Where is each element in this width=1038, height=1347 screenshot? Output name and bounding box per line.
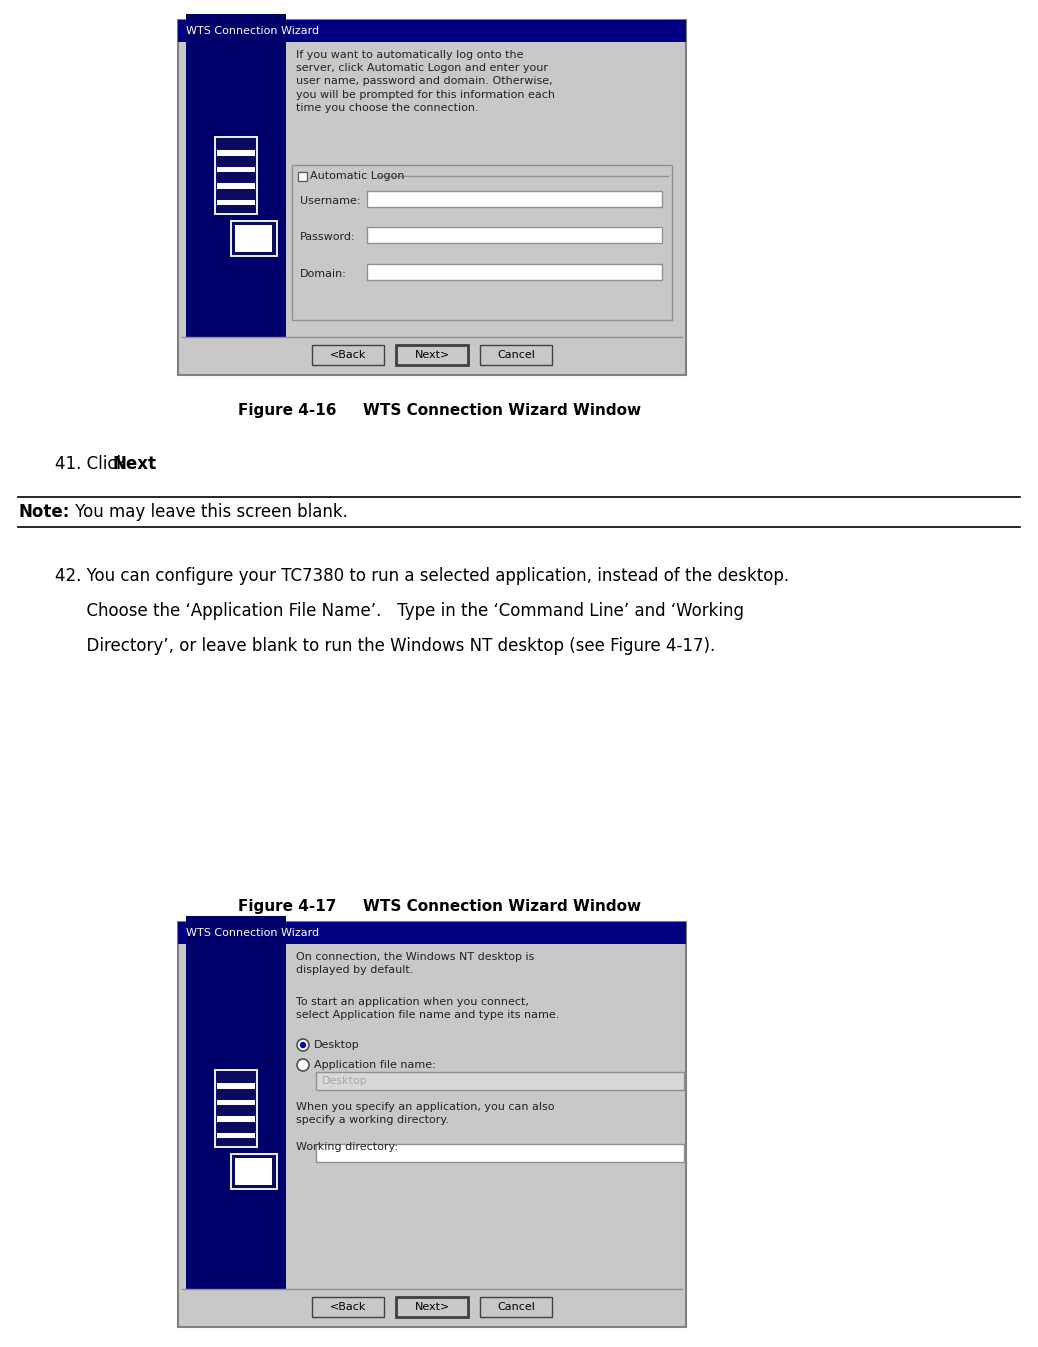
Bar [217, 1100, 254, 1106]
Circle shape [297, 1059, 309, 1071]
Text: Directory’, or leave blank to run the Windows NT desktop (see Figure 4-17).: Directory’, or leave blank to run the Wi… [55, 637, 715, 655]
Text: If you want to automatically log onto the
server, click Automatic Logon and ente: If you want to automatically log onto th… [296, 50, 555, 113]
Bar [312, 1297, 384, 1317]
Bar [177, 921, 686, 1327]
Text: WTS Connection Wizard: WTS Connection Wizard [186, 928, 319, 938]
Bar [480, 345, 552, 365]
Bar [217, 167, 254, 172]
Bar [215, 137, 256, 214]
Text: Automatic Logon: Automatic Logon [310, 171, 405, 180]
Text: You may leave this screen blank.: You may leave this screen blank. [70, 502, 348, 521]
Bar [367, 264, 662, 280]
Text: Next>: Next> [414, 1303, 449, 1312]
Bar [217, 1083, 254, 1088]
Bar [367, 228, 662, 242]
Bar [217, 199, 254, 206]
Text: Next: Next [113, 455, 157, 473]
Bar [316, 1144, 684, 1162]
Bar [230, 1154, 277, 1189]
Text: <Back: <Back [330, 1303, 366, 1312]
Text: Next>: Next> [414, 350, 449, 360]
Bar [230, 221, 277, 256]
Bar [397, 345, 468, 365]
Bar [367, 191, 662, 207]
Text: Application file name:: Application file name: [315, 1060, 436, 1070]
Bar [217, 183, 254, 189]
Text: Desktop: Desktop [315, 1040, 360, 1051]
Bar [480, 1297, 552, 1317]
Bar [177, 20, 686, 42]
Bar [397, 1297, 468, 1317]
Text: <Back: <Back [330, 350, 366, 360]
Text: WTS Connection Wizard Window: WTS Connection Wizard Window [363, 898, 641, 915]
Text: Username:: Username: [300, 197, 360, 206]
Bar [177, 921, 686, 944]
Bar [177, 20, 686, 374]
Bar [186, 916, 286, 1289]
Text: To start an application when you connect,
select Application file name and type : To start an application when you connect… [296, 997, 559, 1020]
Text: Password:: Password: [300, 232, 356, 242]
Text: Desktop: Desktop [322, 1076, 367, 1086]
Bar [316, 1072, 684, 1090]
Bar [235, 1158, 272, 1184]
Text: Working directory:: Working directory: [296, 1142, 398, 1152]
Bar [217, 151, 254, 156]
Bar [186, 13, 286, 337]
Bar [312, 345, 384, 365]
Text: 41. Click: 41. Click [55, 455, 132, 473]
Text: Cancel: Cancel [497, 350, 535, 360]
Text: Note:: Note: [18, 502, 70, 521]
Text: Figure 4-17: Figure 4-17 [238, 898, 336, 915]
Circle shape [300, 1041, 306, 1048]
Bar [217, 1117, 254, 1122]
Text: 42. You can configure your TC7380 to run a selected application, instead of the : 42. You can configure your TC7380 to run… [55, 567, 789, 585]
Text: Choose the ‘Application File Name’.   Type in the ‘Command Line’ and ‘Working: Choose the ‘Application File Name’. Type… [55, 602, 744, 620]
Text: When you specify an application, you can also
specify a working directory.: When you specify an application, you can… [296, 1102, 554, 1125]
Text: WTS Connection Wizard: WTS Connection Wizard [186, 26, 319, 36]
Bar [235, 225, 272, 252]
Text: WTS Connection Wizard Window: WTS Connection Wizard Window [363, 403, 641, 418]
Text: Domain:: Domain: [300, 269, 347, 279]
Text: Cancel: Cancel [497, 1303, 535, 1312]
Text: Figure 4-16: Figure 4-16 [238, 403, 336, 418]
Bar [217, 1133, 254, 1138]
Text: On connection, the Windows NT desktop is
displayed by default.: On connection, the Windows NT desktop is… [296, 952, 535, 975]
Bar [215, 1071, 256, 1148]
Bar [298, 172, 307, 180]
Text: .: . [151, 455, 157, 473]
Circle shape [297, 1039, 309, 1051]
Bar [292, 164, 672, 321]
